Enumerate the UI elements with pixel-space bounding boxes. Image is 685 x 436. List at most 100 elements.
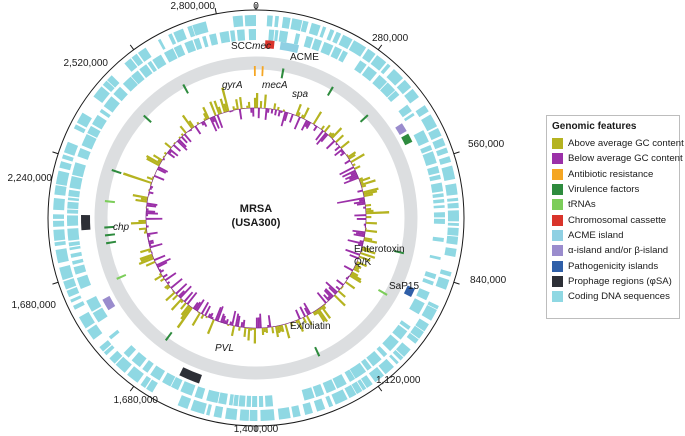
cds-segment [330,46,342,60]
gc-below-bar [240,321,244,328]
cds-segment [392,324,408,340]
cds-segment [380,82,396,98]
acme-island-mark [279,41,300,54]
legend-swatch [552,275,563,287]
gc-below-bar [221,315,226,324]
gc-above-bar [340,287,343,290]
gc-below-bar [149,243,163,249]
cds-segment [301,387,315,401]
gc-above-bar [365,209,374,213]
label-pvl: PVL [215,343,234,354]
cds-segment [173,28,187,43]
gc-above-bar [146,176,154,181]
cds-segment [232,15,244,28]
cds-segment [344,369,356,382]
gc-below-bar [334,145,341,152]
gc-below-bar [264,108,268,120]
gc-below-bar [280,111,287,127]
cds-segment [293,33,301,45]
gc-below-bar [315,129,324,141]
gc-above-bar [243,327,247,338]
cds-segment [173,44,186,58]
virulence-mark [280,68,285,79]
cds-segment [349,362,367,379]
cds-segment [206,389,220,404]
cds-segment [277,407,291,420]
gc-above-bar [138,257,155,266]
cds-segment [202,35,209,48]
gc-below-bar [257,317,260,329]
cds-segment [87,125,101,138]
cds-segment [432,193,444,198]
gc-below-bar [195,299,205,312]
cds-segment [170,376,183,391]
gc-below-bar [336,279,345,286]
gc-above-bar [340,140,350,149]
cds-segment [445,183,458,196]
cds-segment [361,66,377,82]
cds-segment [416,288,430,301]
gc-below-bar [353,233,365,238]
gc-below-bar [229,321,233,326]
legend-label: Virulence factors [568,184,640,196]
cds-segment [76,274,92,289]
cds-segment [55,248,69,264]
cds-segment [348,40,367,57]
cds-segment [326,29,335,41]
gc-below-bar [147,234,151,238]
cds-segment [274,15,280,28]
cds-segment [70,295,82,303]
cds-segment [281,16,291,29]
gc-above-bar [351,271,359,277]
gc-above-bar [181,114,193,130]
gc-above-bar [170,298,183,311]
gc-above-bar [165,285,171,290]
gc-above-bar [256,92,259,109]
gc-above-bar [276,106,280,111]
cds-segment [404,88,419,104]
tick-label-840000: 840,000 [470,275,507,286]
cds-segment [311,38,323,52]
cds-segment [302,402,313,415]
gc-above-bar [349,274,362,284]
gc-below-bar [219,313,225,323]
gc-above-bar [302,107,310,120]
cds-segment [260,409,275,421]
cds-segment [238,395,246,407]
gc-below-bar [342,169,357,178]
cds-segment [308,22,321,36]
cds-segment [403,112,415,122]
gc-below-bar [156,167,167,174]
gc-above-bar [362,187,379,194]
gc-below-bar [169,148,179,157]
gc-above-bar [162,155,165,159]
gc-above-bar [251,327,255,330]
legend-label: Pathogenicity islands [568,260,659,272]
gc-below-bar [146,231,158,236]
gc-above-bar [322,304,327,310]
cds-segment [368,367,385,383]
legend-item: Below average GC content [552,151,683,166]
gc-above-bar [144,229,147,232]
cds-segment [433,218,445,225]
gc-above-bar [312,311,317,316]
gc-above-bar [363,193,374,198]
cds-segment [81,133,97,150]
gc-below-bar [183,291,194,303]
gc-above-bar [315,309,326,322]
gc-above-bar [130,221,147,225]
gc-below-bar [155,257,171,267]
gc-above-bar [206,319,215,335]
gc-above-bar [365,207,372,211]
alpha-beta-island-mark [395,123,407,135]
gc-below-bar [207,313,212,318]
cds-segment [213,405,224,419]
tick-label-1680000-lower: 1,680,000 [114,395,159,406]
cds-segment [436,147,449,157]
cds-segment [427,301,439,310]
cds-segment [244,15,256,27]
legend-label: Below average GC content [568,153,683,165]
gc-above-bar [337,290,346,298]
gc-below-bar [350,171,357,176]
cds-segment [447,227,459,236]
